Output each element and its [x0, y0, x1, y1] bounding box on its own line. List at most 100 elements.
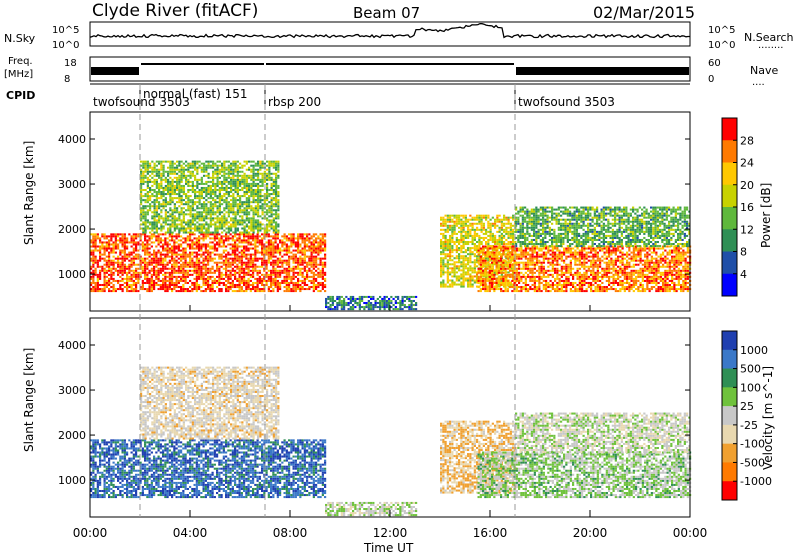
- power-cell: [225, 245, 228, 248]
- power-cell: [203, 225, 206, 228]
- power-cell: [229, 247, 232, 250]
- power-cell: [158, 168, 161, 171]
- power-cell: [340, 301, 343, 305]
- power-cell: [500, 234, 503, 237]
- power-cell: [261, 279, 264, 282]
- power-cell: [297, 243, 300, 246]
- power-cell: [455, 247, 458, 250]
- power-cell: [372, 295, 375, 298]
- power-cell: [212, 170, 215, 173]
- power-cell: [243, 237, 246, 240]
- power-cell: [123, 257, 126, 260]
- power-cell: [198, 288, 201, 291]
- power-cell: [449, 257, 452, 260]
- power-cell: [171, 249, 174, 252]
- power-cell: [272, 203, 275, 206]
- power-cell: [173, 265, 176, 268]
- power-cell: [191, 243, 194, 246]
- power-cell: [101, 235, 104, 238]
- power-cell: [505, 265, 508, 268]
- power-cell: [94, 235, 97, 238]
- power-cell: [149, 188, 152, 192]
- power-cell: [180, 207, 183, 210]
- power-cell: [471, 285, 474, 288]
- power-cell: [455, 238, 458, 241]
- power-cell: [140, 211, 143, 214]
- power-cell: [261, 237, 264, 240]
- power-cell: [137, 255, 140, 258]
- power-cell: [254, 178, 257, 181]
- power-cell: [209, 195, 212, 198]
- power-cell: [261, 205, 264, 208]
- power-cell: [207, 166, 210, 169]
- power-cell: [451, 275, 454, 278]
- power-cell: [249, 253, 252, 256]
- power-cell: [455, 267, 458, 270]
- power-cell: [491, 240, 494, 244]
- power-cell: [272, 255, 275, 258]
- power-cell: [507, 236, 510, 239]
- power-cell: [292, 265, 295, 268]
- power-cell: [173, 239, 176, 242]
- power-cell: [498, 243, 501, 246]
- power-cell: [222, 261, 225, 264]
- power-cell: [324, 235, 327, 238]
- power-cell: [200, 219, 203, 222]
- power-cell: [167, 182, 170, 185]
- power-cell: [250, 221, 253, 224]
- power-cell: [258, 288, 261, 291]
- power-cell: [186, 243, 189, 246]
- power-cell: [162, 160, 165, 163]
- power-cell: [155, 160, 158, 163]
- power-cell: [268, 178, 271, 181]
- power-cell: [455, 224, 458, 227]
- power-cell: [274, 237, 277, 240]
- power-cell: [128, 259, 131, 262]
- power-cell: [288, 255, 291, 258]
- power-cell: [108, 255, 111, 258]
- power-cell: [164, 243, 167, 246]
- power-cell: [155, 211, 158, 214]
- power-cell: [180, 275, 183, 278]
- power-cell: [225, 201, 228, 204]
- power-cell: [243, 249, 246, 252]
- power-cell: [227, 286, 230, 289]
- power-cell: [182, 253, 185, 256]
- power-cell: [205, 191, 208, 194]
- power-cell: [451, 283, 454, 286]
- power-cell: [126, 245, 129, 248]
- power-cell: [500, 220, 503, 223]
- power-cell: [324, 241, 327, 244]
- power-cell: [329, 308, 332, 311]
- power-cell: [294, 255, 297, 258]
- power-cell: [223, 207, 226, 210]
- power-cell: [356, 301, 359, 305]
- power-cell: [303, 261, 306, 264]
- power-cell: [137, 267, 140, 270]
- power-cell: [195, 251, 198, 254]
- power-cell: [194, 201, 197, 204]
- power-cell: [218, 271, 221, 274]
- power-cell: [458, 257, 461, 260]
- power-cell: [257, 213, 260, 216]
- power-cell: [257, 215, 260, 218]
- power-cell: [205, 199, 208, 202]
- power-cell: [123, 281, 126, 284]
- power-cell: [205, 193, 208, 196]
- power-cell: [442, 218, 445, 221]
- power-cell: [279, 265, 282, 268]
- power-cell: [220, 241, 223, 244]
- power-cell: [130, 283, 133, 287]
- power-cell: [321, 281, 324, 284]
- power-cell: [162, 247, 165, 250]
- power-cell: [189, 279, 192, 282]
- power-cell: [317, 251, 320, 254]
- power-cell: [227, 273, 230, 276]
- power-cell: [117, 243, 120, 246]
- power-cell: [263, 235, 266, 238]
- power-cell: [230, 168, 233, 171]
- power-cell: [225, 267, 228, 270]
- power-cell: [146, 162, 149, 165]
- power-cell: [146, 191, 149, 194]
- power-cell: [211, 233, 214, 236]
